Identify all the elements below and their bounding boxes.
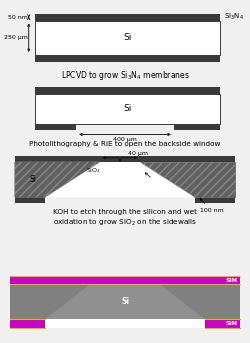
Bar — [205, 319, 240, 328]
Bar — [10, 319, 45, 328]
Polygon shape — [45, 284, 205, 319]
Bar — [35, 21, 220, 55]
Text: 400 μm: 400 μm — [113, 137, 137, 142]
Text: Si$_3$N$_4$: Si$_3$N$_4$ — [224, 12, 244, 22]
Text: SiN: SiN — [226, 321, 237, 326]
Text: Si: Si — [29, 175, 36, 184]
Bar — [10, 276, 240, 328]
Bar — [174, 124, 220, 130]
Bar — [35, 14, 220, 21]
Text: SiO$_2$: SiO$_2$ — [86, 166, 101, 175]
Bar — [35, 94, 220, 124]
Text: 40 μm: 40 μm — [128, 151, 148, 156]
Text: Si: Si — [121, 297, 129, 306]
Text: SiN: SiN — [226, 278, 237, 283]
Bar — [35, 124, 76, 130]
Bar — [15, 197, 45, 203]
Bar — [100, 159, 140, 162]
Polygon shape — [45, 162, 195, 197]
Text: 250 μm: 250 μm — [4, 35, 28, 40]
Text: 100 nm: 100 nm — [200, 199, 224, 213]
Text: KOH to etch through the silicon and wet
oxidation to grow SiO$_2$ on the sidewal: KOH to etch through the silicon and wet … — [53, 209, 197, 228]
Bar — [195, 197, 235, 203]
Text: LPCVD to grow Si$_3$N$_4$ membranes: LPCVD to grow Si$_3$N$_4$ membranes — [60, 69, 190, 82]
Polygon shape — [140, 162, 235, 197]
Text: 50 nm: 50 nm — [8, 15, 28, 20]
Text: Photolithography & RIE to open the backside window: Photolithography & RIE to open the backs… — [29, 141, 221, 146]
Bar — [15, 156, 235, 162]
Bar — [45, 319, 205, 328]
Bar — [35, 55, 220, 62]
Bar — [35, 87, 220, 94]
Text: Si: Si — [123, 104, 132, 114]
Polygon shape — [15, 162, 100, 197]
Bar — [10, 276, 240, 284]
Text: Si: Si — [123, 33, 132, 42]
